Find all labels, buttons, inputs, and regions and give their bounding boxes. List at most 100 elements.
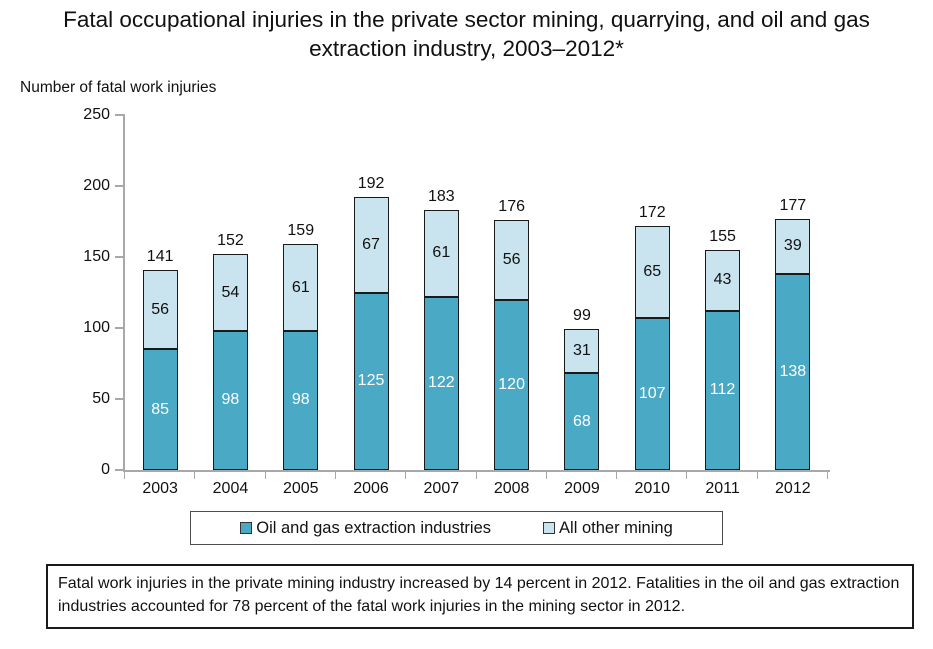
legend-label-other-mining: All other mining	[559, 518, 673, 537]
other-mining-value-label: 61	[432, 244, 451, 262]
total-label: 152	[217, 232, 244, 250]
bar-segment-oil-gas: 120	[494, 299, 530, 470]
total-label: 155	[709, 227, 736, 245]
legend-item-oil-gas: Oil and gas extraction industries	[240, 519, 491, 538]
oil-gas-value-label: 120	[498, 375, 525, 393]
bar-segment-other-mining: 65	[634, 225, 670, 319]
x-tick-label: 2003	[142, 480, 178, 497]
y-axis-caption: Number of fatal work injuries	[20, 79, 217, 96]
other-mining-value-label: 31	[573, 342, 591, 360]
x-tick-label: 2009	[564, 480, 600, 497]
bar-group-2008: 120 56 176 2008	[477, 115, 547, 497]
y-tick-label: 150	[83, 248, 110, 265]
other-mining-value-label: 67	[362, 235, 380, 253]
y-tick	[115, 398, 123, 400]
bar-segment-oil-gas: 68	[564, 373, 600, 470]
bar-segment-oil-gas: 98	[283, 330, 319, 470]
oil-gas-value-label: 107	[638, 385, 666, 403]
other-mining-value-label: 43	[713, 271, 732, 289]
bar-segment-oil-gas: 125	[353, 292, 389, 470]
oil-gas-value-label: 98	[221, 391, 240, 409]
x-tick-label: 2011	[705, 480, 740, 497]
x-tick	[334, 472, 336, 479]
x-tick-label: 2010	[634, 480, 671, 497]
other-mining-value-label: 61	[291, 278, 310, 296]
y-tick-label: 0	[101, 461, 110, 478]
bar-group-2003: 85 56 141 2003	[125, 115, 195, 497]
footnote-text: Fatal work injuries in the private minin…	[58, 575, 900, 615]
oil-gas-value-label: 138	[779, 363, 807, 381]
x-tick	[194, 472, 196, 479]
footnote-box: Fatal work injuries in the private minin…	[46, 564, 914, 630]
oil-gas-value-label: 112	[709, 381, 736, 399]
y-tick-label: 50	[92, 390, 110, 407]
plot-area: 85 56 141 2003 98 54 152 2004 98 61 159 2005 125 67 19…	[125, 115, 828, 497]
total-label: 172	[638, 203, 666, 221]
bar-segment-oil-gas: 98	[212, 330, 248, 470]
chart-title: Fatal occupational injuries in the priva…	[63, 7, 870, 62]
legend-item-other-mining: All other mining	[543, 519, 673, 538]
oil-gas-value-label: 85	[151, 400, 170, 418]
x-tick	[545, 472, 547, 479]
y-tick	[115, 327, 123, 329]
x-tick-label: 2008	[493, 480, 530, 497]
oil-gas-value-label: 68	[573, 412, 591, 430]
legend-label-oil-gas: Oil and gas extraction industries	[256, 518, 492, 537]
x-tick	[616, 472, 618, 479]
other-mining-swatch-icon	[543, 522, 556, 534]
x-tick-label: 2004	[212, 480, 249, 497]
bar-segment-other-mining: 67	[353, 197, 389, 293]
bar-segment-other-mining: 56	[142, 269, 178, 350]
bar-segment-oil-gas: 85	[142, 349, 178, 470]
y-tick	[115, 469, 123, 471]
x-tick-label: 2005	[282, 480, 319, 497]
y-tick	[115, 114, 123, 116]
x-tick	[405, 472, 407, 479]
total-label: 183	[427, 188, 455, 206]
x-tick	[475, 472, 477, 479]
bar-group-2004: 98 54 152 2004	[195, 115, 265, 497]
bar-segment-oil-gas: 112	[705, 310, 741, 470]
bar-segment-other-mining: 61	[423, 210, 459, 297]
other-mining-value-label: 65	[643, 262, 662, 280]
oil-gas-value-label: 125	[357, 372, 385, 390]
total-label: 159	[287, 222, 315, 240]
bar-group-2005: 98 61 159 2005	[266, 115, 336, 497]
x-tick	[756, 472, 758, 479]
x-tick-label: 2006	[353, 480, 389, 497]
bar-group-2011: 112 43 155 2011	[687, 115, 757, 497]
x-tick	[827, 472, 828, 479]
y-tick	[115, 185, 123, 187]
bar-group-2006: 125 67 192 2006	[336, 115, 406, 497]
total-label: 192	[357, 175, 385, 193]
y-tick-label: 100	[83, 319, 110, 336]
x-tick-label: 2007	[423, 480, 460, 497]
bar-group-2009: 68 31 99 2009	[547, 115, 617, 497]
bar-segment-oil-gas: 107	[634, 318, 670, 470]
total-label: 99	[573, 307, 591, 325]
bar-segment-other-mining: 43	[705, 249, 741, 311]
x-axis-line	[123, 470, 830, 472]
other-mining-value-label: 56	[151, 300, 170, 318]
legend: Oil and gas extraction industries All ot…	[190, 511, 723, 545]
total-label: 141	[146, 247, 174, 265]
other-mining-value-label: 56	[502, 250, 521, 268]
oil-gas-value-label: 122	[427, 374, 455, 392]
bar-segment-oil-gas: 138	[775, 274, 811, 470]
bar-segment-other-mining: 39	[775, 218, 811, 275]
oil-gas-swatch-icon	[240, 522, 253, 534]
x-tick	[124, 472, 125, 479]
bar-segment-oil-gas: 122	[423, 296, 459, 470]
oil-gas-value-label: 98	[291, 391, 310, 409]
y-tick-label: 250	[83, 106, 110, 123]
total-label: 177	[779, 196, 807, 214]
bar-group-2007: 122 61 183 2007	[406, 115, 476, 497]
bar-group-2012: 138 39 177 2012	[758, 115, 828, 497]
x-tick	[686, 472, 688, 479]
bar-segment-other-mining: 61	[283, 244, 319, 331]
x-tick-label: 2012	[775, 480, 811, 497]
y-tick-label: 200	[83, 177, 110, 194]
bar-segment-other-mining: 56	[494, 220, 530, 300]
y-tick	[115, 256, 123, 258]
